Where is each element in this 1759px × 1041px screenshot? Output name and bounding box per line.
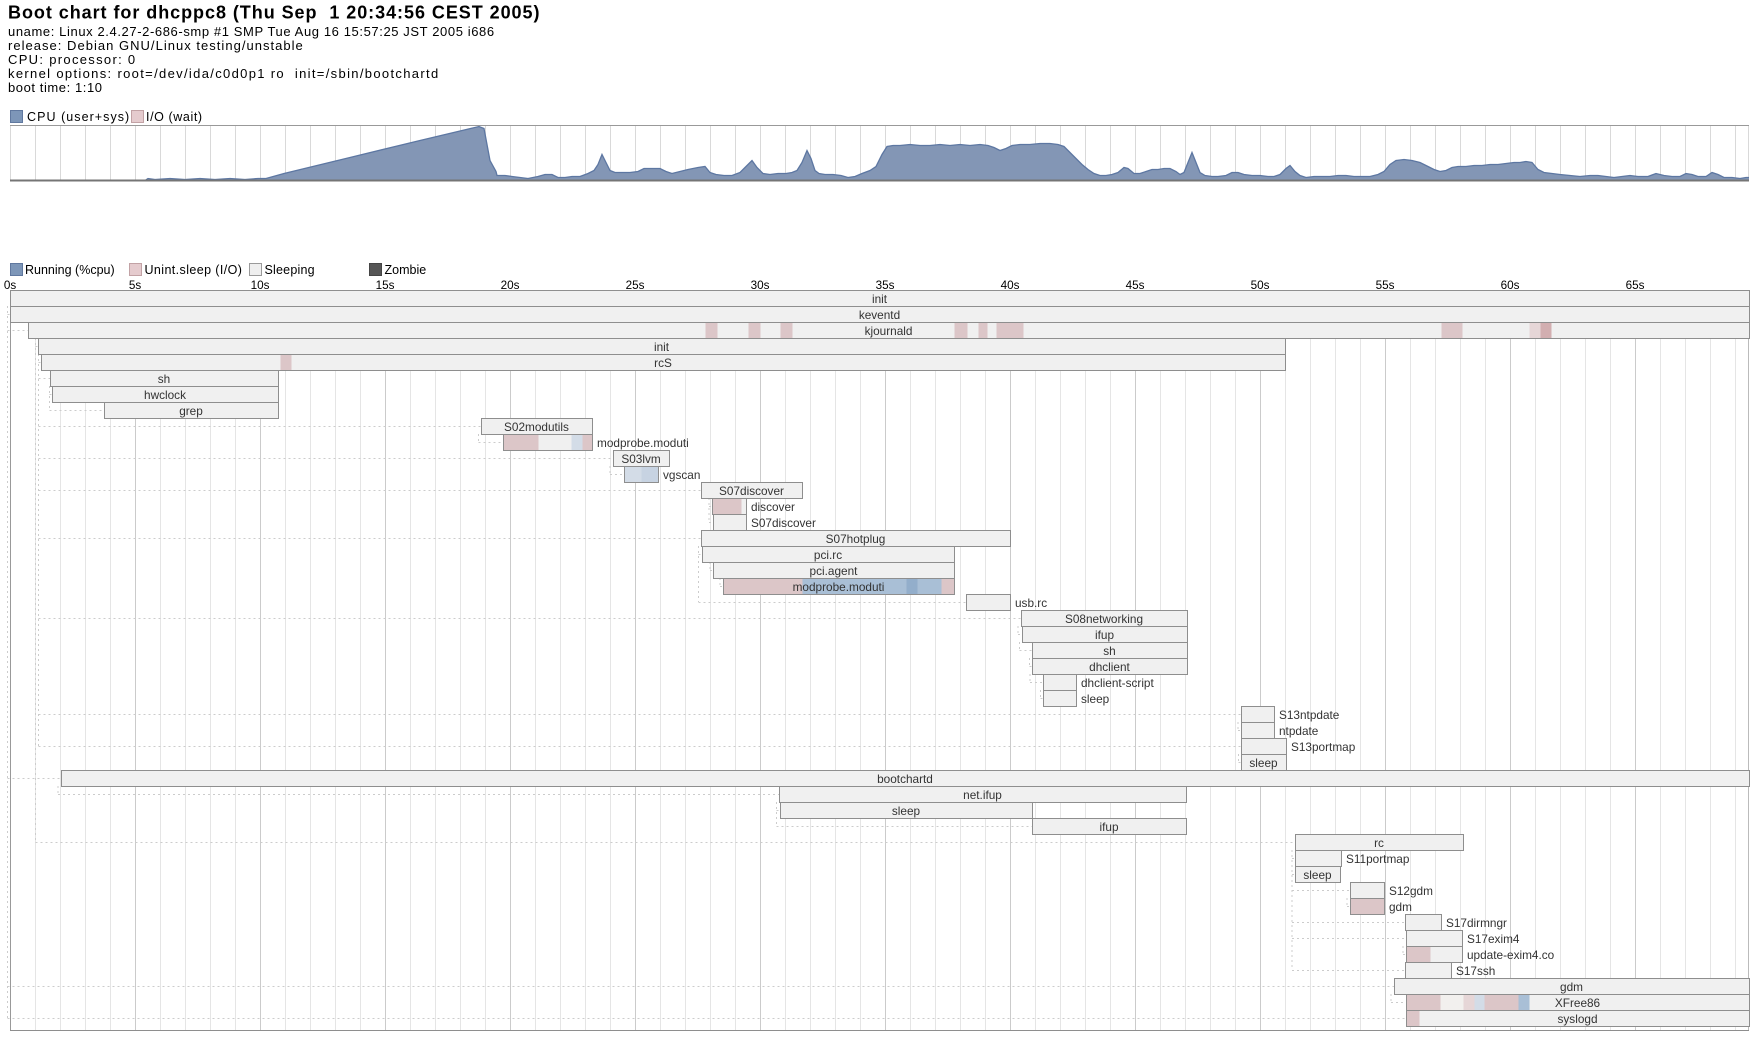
svg-text:S03lvm: S03lvm (621, 452, 661, 466)
svg-text:S08networking: S08networking (1065, 612, 1143, 626)
svg-text:dhclient: dhclient (1089, 660, 1130, 674)
svg-text:gdm: gdm (1560, 980, 1583, 994)
svg-text:boot time: 1:10: boot time: 1:10 (8, 80, 103, 95)
svg-text:keventd: keventd (859, 308, 900, 322)
svg-text:grep: grep (179, 404, 203, 418)
svg-text:sleep: sleep (892, 804, 921, 818)
svg-text:Sleeping: Sleeping (265, 263, 315, 277)
svg-text:rcS: rcS (654, 356, 672, 370)
svg-text:release: Debian GNU/Linux test: release: Debian GNU/Linux testing/unstab… (8, 38, 304, 53)
svg-text:S17dirmngr: S17dirmngr (1446, 916, 1507, 930)
svg-text:kernel options: root=/dev/ida/: kernel options: root=/dev/ida/c0d0p1 ro … (8, 66, 440, 81)
svg-text:init: init (654, 340, 670, 354)
svg-text:60s: 60s (1501, 279, 1520, 292)
svg-text:S17ssh: S17ssh (1456, 964, 1495, 978)
svg-text:update-exim4.co: update-exim4.co (1467, 948, 1555, 962)
svg-text:sh: sh (1103, 644, 1115, 658)
svg-text:S07hotplug: S07hotplug (826, 532, 886, 546)
svg-text:ntpdate: ntpdate (1279, 724, 1319, 738)
svg-text:ifup: ifup (1095, 628, 1114, 642)
svg-text:I/O (wait): I/O (wait) (146, 110, 203, 124)
svg-text:S13portmap: S13portmap (1291, 740, 1356, 754)
svg-text:Zombie: Zombie (385, 263, 427, 277)
svg-text:5s: 5s (129, 279, 142, 292)
svg-text:hwclock: hwclock (144, 388, 186, 402)
svg-text:gdm: gdm (1389, 900, 1412, 914)
svg-text:XFree86: XFree86 (1555, 996, 1601, 1010)
svg-text:net.ifup: net.ifup (963, 788, 1002, 802)
svg-text:sleep: sleep (1303, 868, 1332, 882)
svg-text:40s: 40s (1001, 279, 1020, 292)
svg-text:45s: 45s (1126, 279, 1145, 292)
svg-text:20s: 20s (501, 279, 520, 292)
svg-text:25s: 25s (626, 279, 645, 292)
svg-text:pci.agent: pci.agent (810, 564, 859, 578)
svg-text:modprobe.moduti: modprobe.moduti (793, 580, 885, 594)
svg-text:S17exim4: S17exim4 (1467, 932, 1520, 946)
svg-text:S02modutils: S02modutils (504, 420, 569, 434)
svg-text:10s: 10s (251, 279, 270, 292)
svg-text:dhclient-script: dhclient-script (1081, 676, 1154, 690)
svg-text:S13ntpdate: S13ntpdate (1279, 708, 1340, 722)
svg-text:vgscan: vgscan (663, 468, 700, 482)
svg-text:syslogd: syslogd (1558, 1012, 1598, 1026)
svg-text:pci.rc: pci.rc (814, 548, 842, 562)
svg-text:Boot chart for dhcppc8 (Thu Se: Boot chart for dhcppc8 (Thu Sep 1 20:34:… (8, 3, 540, 23)
svg-text:rc: rc (1374, 836, 1384, 850)
svg-text:CPU: processor: 0: CPU: processor: 0 (8, 52, 136, 67)
svg-text:Unint.sleep (I/O): Unint.sleep (I/O) (145, 263, 243, 277)
svg-text:kjournald: kjournald (865, 324, 913, 338)
svg-text:discover: discover (751, 500, 795, 514)
svg-text:bootchartd: bootchartd (877, 772, 933, 786)
svg-text:50s: 50s (1251, 279, 1270, 292)
svg-text:35s: 35s (876, 279, 895, 292)
svg-text:modprobe.moduti: modprobe.moduti (597, 436, 689, 450)
svg-text:15s: 15s (376, 279, 395, 292)
svg-text:S11portmap: S11portmap (1346, 852, 1410, 866)
svg-text:ifup: ifup (1099, 820, 1118, 834)
svg-text:65s: 65s (1626, 279, 1645, 292)
svg-text:init: init (872, 292, 888, 306)
svg-text:uname: Linux 2.4.27-2-686-smp: uname: Linux 2.4.27-2-686-smp #1 SMP Tue… (8, 24, 495, 39)
svg-text:sleep: sleep (1249, 756, 1278, 770)
svg-text:S07discover: S07discover (719, 484, 784, 498)
svg-text:CPU (user+sys): CPU (user+sys) (27, 110, 130, 124)
svg-text:usb.rc: usb.rc (1015, 596, 1047, 610)
svg-text:sh: sh (158, 372, 170, 386)
svg-text:S12gdm: S12gdm (1389, 884, 1433, 898)
svg-text:sleep: sleep (1081, 692, 1110, 706)
svg-text:30s: 30s (751, 279, 770, 292)
svg-text:0s: 0s (4, 279, 17, 292)
svg-text:Running (%cpu): Running (%cpu) (25, 263, 115, 277)
svg-text:S07discover: S07discover (751, 516, 816, 530)
svg-text:55s: 55s (1376, 279, 1395, 292)
